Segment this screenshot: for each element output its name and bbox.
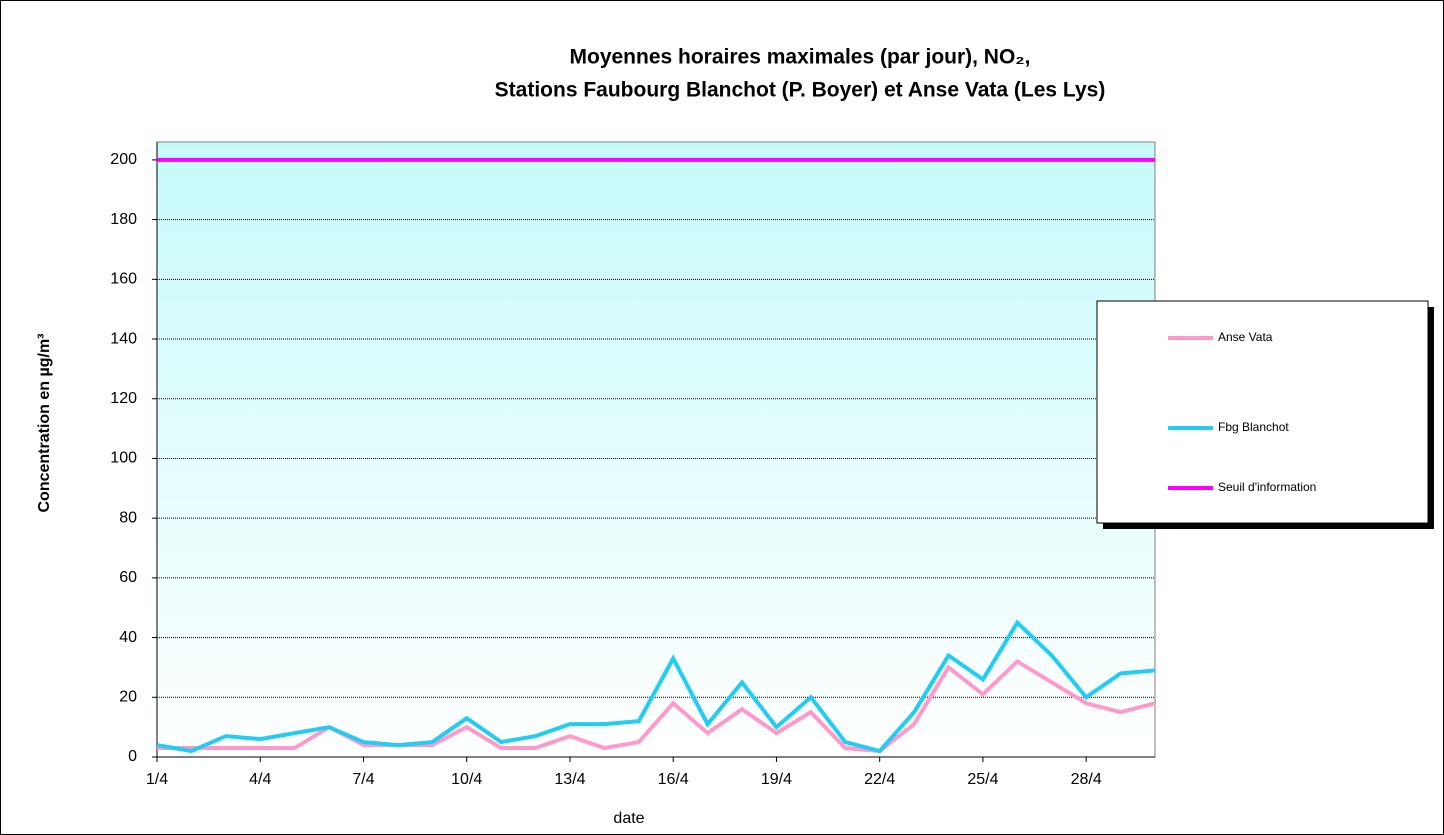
- y-tick-label: 40: [119, 629, 137, 646]
- y-tick-label: 60: [119, 569, 137, 586]
- legend-label: Fbg Blanchot: [1218, 420, 1289, 434]
- x-tick-label: 1/4: [146, 771, 168, 788]
- x-tick-label: 16/4: [658, 771, 689, 788]
- y-tick-label: 180: [110, 211, 137, 228]
- y-tick-label: 80: [119, 509, 137, 526]
- x-tick-label: 10/4: [451, 771, 482, 788]
- y-tick-label: 200: [110, 151, 137, 168]
- x-tick-label: 25/4: [967, 771, 998, 788]
- y-tick-label: 140: [110, 330, 137, 347]
- x-tick-label: 22/4: [864, 771, 895, 788]
- y-tick-label: 20: [119, 689, 137, 706]
- chart-title: Moyennes horaires maximales (par jour), …: [570, 46, 1031, 69]
- x-tick-label: 4/4: [249, 771, 271, 788]
- x-tick-label: 13/4: [554, 771, 585, 788]
- y-tick-label: 100: [110, 450, 137, 467]
- x-tick-label: 19/4: [761, 771, 792, 788]
- y-tick-label: 120: [110, 390, 137, 407]
- legend-box: [1096, 300, 1429, 524]
- data-line: [157, 658, 1156, 754]
- chart-title: Stations Faubourg Blanchot (P. Boyer) et…: [495, 79, 1106, 102]
- y-tick-label: 0: [128, 748, 137, 765]
- y-axis-label: Concentration en µg/m³: [36, 334, 53, 513]
- x-axis-label: date: [613, 810, 644, 827]
- legend-label: Anse Vata: [1218, 330, 1273, 344]
- y-tick-label: 160: [110, 271, 137, 288]
- x-tick-label: 7/4: [352, 771, 374, 788]
- data-line: [156, 619, 1156, 754]
- legend-label: Seuil d'information: [1218, 480, 1316, 494]
- x-tick-label: 28/4: [1071, 771, 1102, 788]
- plot-area: [156, 141, 1156, 758]
